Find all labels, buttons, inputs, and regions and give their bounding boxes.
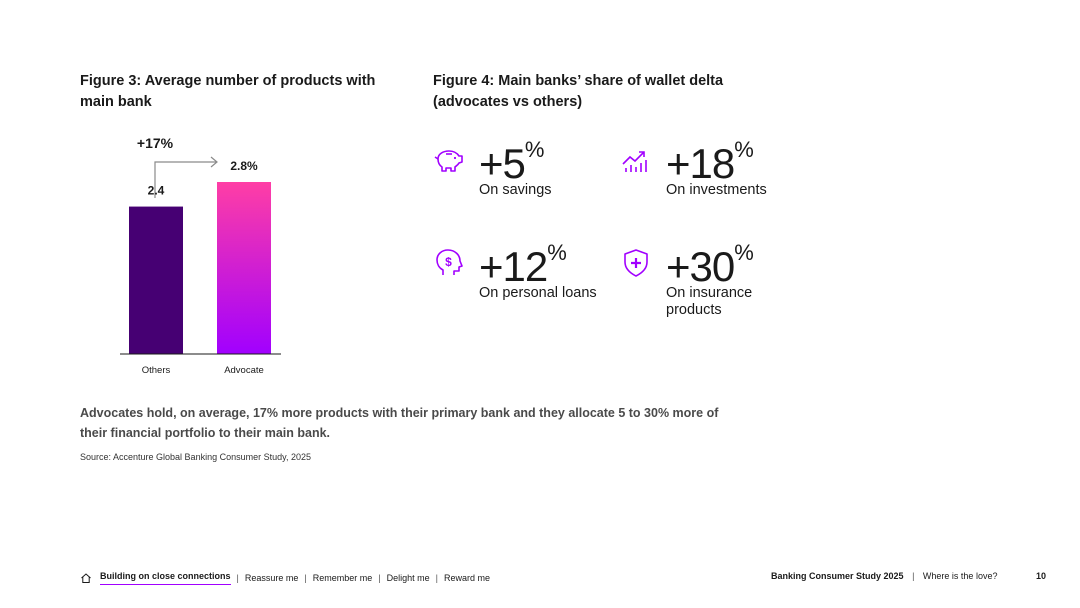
value-label-advocate: 2.8% bbox=[230, 159, 258, 173]
stat-value: +30% bbox=[666, 237, 754, 289]
nav-reassure-me[interactable]: Reassure me bbox=[244, 573, 299, 583]
stat-unit: % bbox=[734, 137, 754, 162]
svg-text:$: $ bbox=[445, 255, 452, 269]
stat-on-insurance-products: +30% On insurance products bbox=[620, 240, 800, 325]
stat-label: On savings bbox=[479, 182, 552, 198]
study-title: Banking Consumer Study 2025 bbox=[771, 571, 904, 581]
stat-label: On personal loans bbox=[479, 285, 597, 301]
page-number: 10 bbox=[1035, 571, 1046, 581]
nav-separator: | bbox=[435, 573, 438, 583]
home-icon[interactable] bbox=[80, 572, 92, 584]
bar-advocate bbox=[217, 182, 271, 354]
footer-nav: Building on close connections | Reassure… bbox=[80, 571, 490, 585]
nav-remember-me[interactable]: Remember me bbox=[312, 573, 373, 583]
nav-reward-me[interactable]: Reward me bbox=[443, 573, 490, 583]
nav-delight-me[interactable]: Delight me bbox=[386, 573, 430, 583]
nav-building-on-close-connections[interactable]: Building on close connections bbox=[100, 571, 231, 585]
stat-number: +18 bbox=[666, 140, 735, 187]
caption: Advocates hold, on average, 17% more pro… bbox=[80, 406, 719, 440]
stat-label: On insurance products bbox=[666, 285, 753, 318]
stat-unit: % bbox=[734, 240, 754, 265]
stat-value: +18% bbox=[666, 134, 754, 186]
study-subtitle: Where is the love? bbox=[922, 571, 998, 581]
bar-others bbox=[129, 206, 183, 354]
stat-number: +5 bbox=[479, 140, 526, 187]
category-label-others: Others bbox=[142, 365, 171, 376]
delta-label: +17% bbox=[137, 135, 174, 151]
stat-number: +30 bbox=[666, 243, 735, 290]
stat-value: +5% bbox=[479, 134, 544, 186]
nav-separator: | bbox=[236, 573, 239, 583]
figure3-title: Figure 3: Average number of products wit… bbox=[80, 73, 376, 110]
stat-on-savings: +5% On savings bbox=[433, 137, 613, 222]
piggy-bank-icon bbox=[433, 144, 465, 176]
nav-separator: | bbox=[304, 573, 307, 583]
delta-arrow-head bbox=[210, 156, 218, 168]
stat-label: On investments bbox=[666, 182, 767, 198]
category-label-advocate: Advocate bbox=[224, 365, 264, 376]
footer-separator: | bbox=[912, 571, 915, 581]
stat-unit: % bbox=[547, 240, 567, 265]
shield-plus-icon bbox=[620, 247, 652, 279]
chart-growth-icon bbox=[620, 144, 652, 176]
stat-unit: % bbox=[524, 137, 545, 162]
value-label-others: 2.4 bbox=[148, 184, 165, 198]
nav-separator: | bbox=[378, 573, 381, 583]
stat-number: +12 bbox=[479, 243, 548, 290]
delta-arrow bbox=[154, 161, 216, 198]
stat-on-personal-loans: $ +12% On personal loans bbox=[433, 240, 613, 325]
products-bar-chart: +17% 2.4 Others 2.8% Advocate bbox=[120, 135, 281, 376]
head-dollar-icon: $ bbox=[433, 247, 465, 279]
footer-meta: Banking Consumer Study 2025 | Where is t… bbox=[771, 571, 1046, 581]
source-note: Source: Accenture Global Banking Consume… bbox=[80, 452, 311, 462]
figure4-title: Figure 4: Main banks’ share of wallet de… bbox=[433, 73, 724, 110]
stat-on-investments: +18% On investments bbox=[620, 137, 800, 222]
stat-value: +12% bbox=[479, 237, 567, 289]
